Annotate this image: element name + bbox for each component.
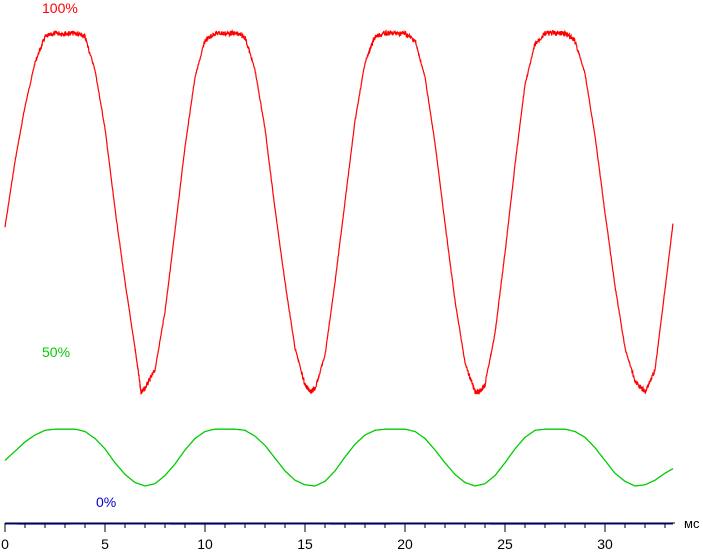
x-tick-label: 0 [1,536,9,552]
x-tick-label: 15 [297,536,313,552]
x-tick-label: 20 [397,536,413,552]
series-line-50-percent [4,428,674,487]
x-tick-layer: 0 5 10 15 20 25 30 [1,523,666,552]
x-axis-unit-label: мс [684,516,700,531]
series-label-50-percent: 50% [42,344,70,360]
series-line-100-percent [4,28,674,395]
series-label-0-percent: 0% [96,494,116,510]
series-layer [4,28,674,525]
x-tick-label: 5 [101,536,109,552]
series-label-layer: 100% 50% 0% [42,0,116,510]
x-tick-label: 30 [597,536,613,552]
series-label-100-percent: 100% [42,0,78,16]
x-tick-label: 25 [497,536,513,552]
x-tick-label: 10 [197,536,213,552]
